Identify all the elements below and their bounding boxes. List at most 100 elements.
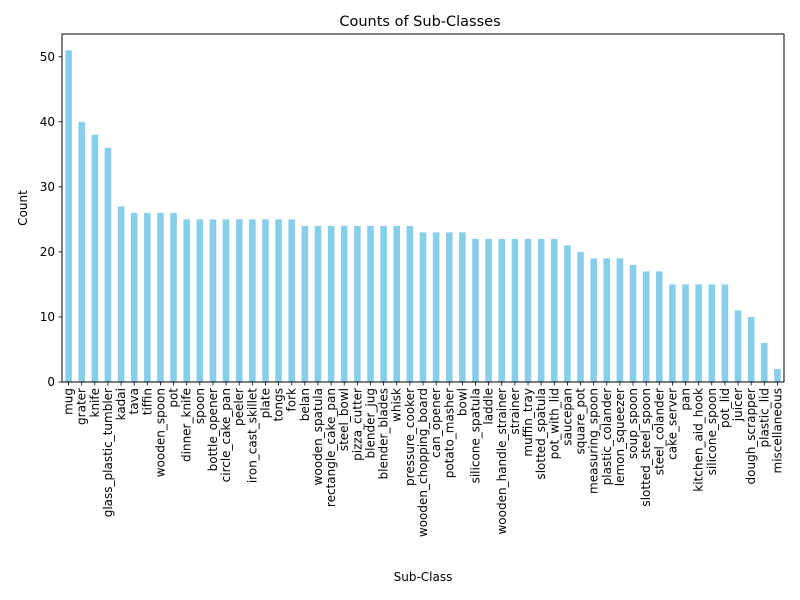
y-tick-label: 30: [40, 180, 55, 194]
x-tick-label: blender_blades: [377, 388, 391, 479]
x-tick-label: iron_cast_skillet: [245, 388, 259, 483]
x-tick-label: bottle_opener: [206, 388, 220, 471]
x-tick-label: miscellaneous: [770, 388, 784, 473]
x-tick-label: spoon: [193, 388, 207, 424]
x-tick-label: whisk: [390, 388, 404, 422]
x-tick-label: pot: [167, 388, 181, 408]
y-axis: 0 10 20 30 40 50: [40, 50, 62, 389]
x-tick-label: slotted_spatula: [534, 388, 548, 480]
x-tick-label: blender_jug: [363, 388, 377, 458]
x-tick-label: muffin_tray: [521, 388, 535, 457]
bar-glass_plastic_tumbler: [104, 147, 112, 382]
x-tick-label: saucepan: [560, 388, 574, 446]
x-tick-label: wooden_handle_strainer: [495, 388, 509, 535]
x-tick-label: pan: [679, 388, 693, 411]
bar-pan: [682, 284, 689, 382]
bar-can_opener: [432, 232, 440, 382]
bar-muffin_tray: [524, 238, 532, 382]
x-tick-label: silicone_spatula: [469, 388, 483, 483]
x-tick-label: peeler: [232, 388, 246, 426]
x-axis-title: Sub-Class: [394, 570, 453, 584]
x-tick-label: lemon_squeezer: [613, 388, 627, 486]
x-tick-label: silicone_spoon: [705, 388, 719, 475]
chart-title: Counts of Sub-Classes: [339, 14, 500, 30]
x-tick-label: pressure_cooker: [403, 388, 417, 486]
x-tick-label: square_pot: [574, 388, 588, 455]
bar-grater: [78, 121, 85, 383]
x-tick-label: tongs: [272, 388, 286, 422]
x-tick-label: rectangle_cake_pan: [324, 388, 338, 507]
bar-bottle_opener: [209, 219, 217, 382]
bar-mug: [65, 50, 72, 382]
x-tick-label: wooden_spatula: [311, 388, 325, 485]
x-tick-label: dough_scrapper: [744, 388, 758, 485]
x-tick-label: wooden_chopping_board: [416, 388, 430, 537]
bar-juicer: [734, 310, 742, 382]
x-tick-label: grater: [75, 388, 89, 425]
y-axis-title: Count: [16, 190, 30, 226]
bars-group: [65, 50, 781, 383]
bar-dough_scrapper: [747, 316, 755, 382]
bar-square_pot: [577, 251, 584, 382]
bar-pot_lid: [721, 284, 729, 382]
bar-plate: [262, 219, 269, 382]
bar-slotted_steel_spoon: [642, 271, 650, 382]
bar-bowl: [459, 232, 466, 382]
bar-silicone_spoon: [708, 284, 716, 382]
x-tick-label: steel_colander: [652, 388, 666, 475]
x-tick-label: measuring_spoon: [587, 388, 601, 494]
bar-dinner_knife: [183, 219, 190, 382]
x-tick-label: juicer: [731, 388, 745, 422]
x-tick-label: can_opener: [429, 388, 443, 458]
bar-wooden_handle_strainer: [498, 238, 506, 382]
bar-whisk: [393, 225, 401, 382]
bar-measuring_spoon: [590, 258, 597, 382]
x-tick-label: wooden_spoon: [153, 388, 167, 477]
y-tick-label: 10: [40, 310, 55, 324]
y-tick-label: 20: [40, 245, 55, 259]
x-tick-label: steel_bowl: [337, 388, 351, 451]
bar-soup_spoon: [629, 264, 637, 382]
x-tick-label: tava: [127, 388, 141, 415]
bar-laddle: [485, 238, 492, 382]
bar-pot_with_lid: [550, 238, 558, 382]
bar-pot: [170, 212, 177, 382]
bar-fork: [288, 219, 296, 382]
x-tick-label: glass_plastic_tumbler: [101, 388, 115, 517]
x-tick-label: bowl: [455, 388, 469, 416]
bar-potato_masher: [445, 232, 453, 382]
x-tick-label: tiffin: [140, 388, 154, 415]
x-tick-label: cake_server: [665, 388, 679, 460]
bar-blender_blades: [380, 225, 387, 382]
bar-tongs: [275, 219, 282, 382]
plot-frame: [61, 33, 785, 383]
x-tick-label: kitchen_aid_hook: [692, 388, 706, 492]
x-tick-label: knife: [88, 388, 102, 418]
bar-tiffin: [144, 212, 151, 382]
x-tick-label: kadai: [114, 388, 128, 420]
bar-tava: [130, 212, 138, 382]
x-tick-label: laddle: [482, 388, 496, 425]
bar-rectangle_cake_pan: [327, 225, 335, 382]
bar-plastic_lid: [761, 342, 768, 382]
x-tick-label: plastic_lid: [757, 388, 771, 447]
x-tick-label: pot_lid: [718, 388, 732, 428]
bar-saucepan: [564, 245, 571, 382]
x-tick-label: circle_cake_pan: [219, 388, 233, 482]
bar-kadai: [117, 206, 125, 382]
bar-wooden_chopping_board: [419, 232, 427, 382]
bar-wooden_spoon: [157, 212, 164, 382]
bar-peeler: [235, 219, 243, 382]
bar-pressure_cooker: [406, 225, 414, 382]
bar-steel_bowl: [340, 225, 348, 382]
bar-circle_cake_pan: [222, 219, 230, 382]
x-tick-label: slotted_steel_spoon: [639, 388, 653, 507]
x-tick-label: pot_with_lid: [547, 388, 561, 459]
bar-blender_jug: [367, 225, 374, 382]
bar-kitchen_aid_hook: [695, 284, 702, 382]
y-tick-label: 50: [40, 50, 55, 64]
x-tick-label: fork: [285, 388, 299, 412]
x-tick-label: plastic_colander: [600, 388, 614, 485]
bar-lemon_squeezer: [616, 258, 624, 382]
